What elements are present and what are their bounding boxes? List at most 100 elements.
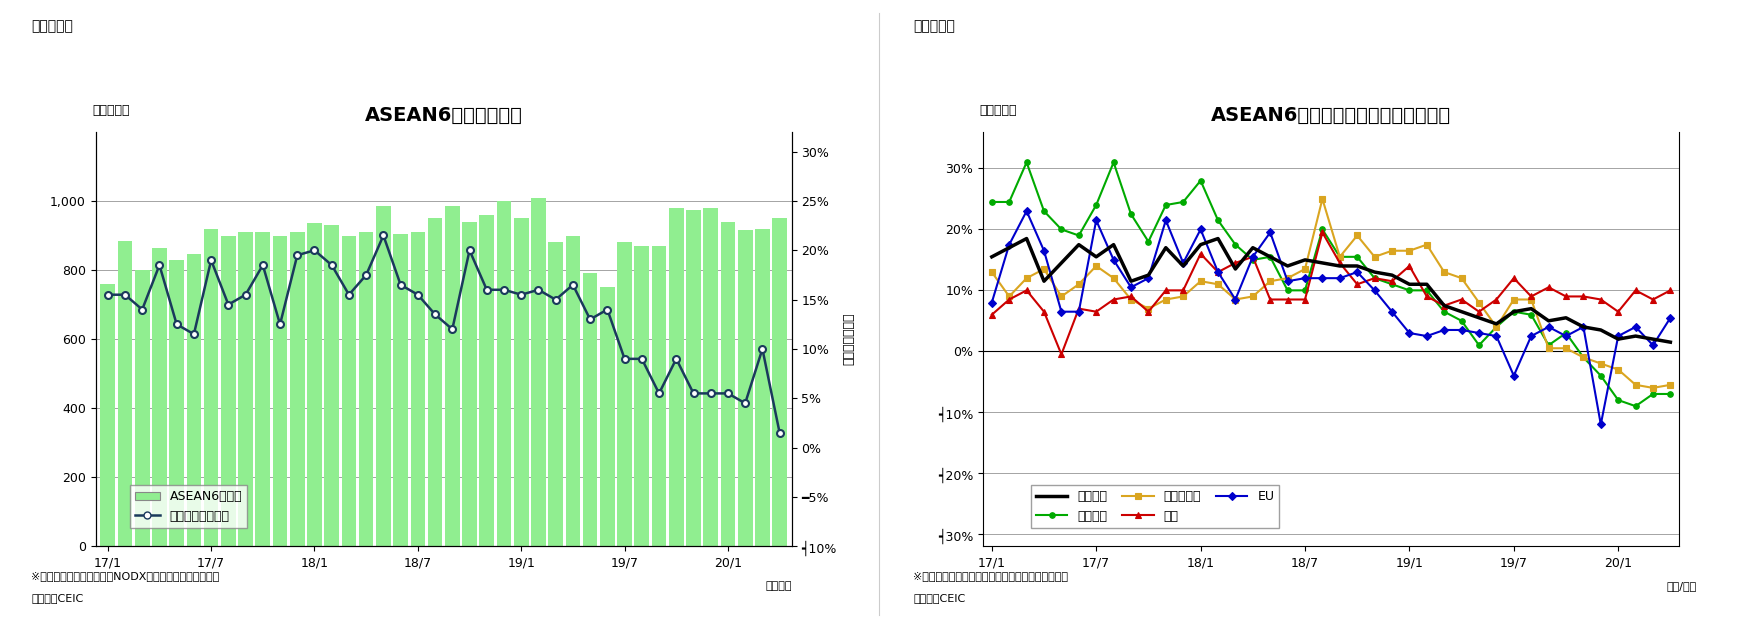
東南アジア bbox=[1572, 354, 1593, 361]
東南アジア bbox=[1259, 278, 1280, 285]
東アジア bbox=[1155, 201, 1176, 208]
東アジア bbox=[1485, 323, 1506, 331]
Bar bbox=[496, 201, 511, 546]
EU bbox=[1346, 268, 1367, 276]
東南アジア bbox=[1276, 274, 1297, 282]
Bar bbox=[548, 242, 563, 546]
輸出全体 bbox=[1520, 305, 1541, 312]
輸出全体 bbox=[1033, 278, 1054, 285]
輸出全体 bbox=[1294, 256, 1315, 264]
EU bbox=[1363, 286, 1384, 294]
北米 bbox=[1537, 283, 1558, 291]
輸出全体 bbox=[1085, 253, 1106, 261]
Bar bbox=[583, 273, 596, 546]
東アジア bbox=[1329, 253, 1349, 261]
Bar bbox=[755, 229, 769, 546]
北米 bbox=[1050, 350, 1071, 358]
東南アジア bbox=[1381, 247, 1402, 254]
東アジア bbox=[1363, 274, 1384, 282]
北米 bbox=[1485, 296, 1506, 303]
北米 bbox=[1416, 293, 1436, 300]
東アジア bbox=[1398, 286, 1419, 294]
東アジア bbox=[1050, 225, 1071, 233]
EU bbox=[1016, 207, 1036, 215]
Bar bbox=[737, 230, 751, 546]
Legend: ASEAN6カ国計, 増加率（右目盛）: ASEAN6カ国計, 増加率（右目盛） bbox=[130, 485, 247, 528]
東アジア bbox=[1346, 253, 1367, 261]
Bar bbox=[463, 222, 476, 546]
東南アジア bbox=[1450, 274, 1471, 282]
Bar bbox=[273, 236, 287, 546]
Line: 北米: 北米 bbox=[988, 230, 1673, 357]
Bar bbox=[118, 241, 132, 546]
Bar bbox=[513, 218, 529, 546]
Bar bbox=[238, 232, 252, 546]
EU bbox=[1050, 308, 1071, 315]
東アジア bbox=[1572, 354, 1593, 361]
東南アジア bbox=[1068, 281, 1089, 288]
Bar bbox=[151, 247, 167, 546]
輸出全体 bbox=[1485, 320, 1506, 328]
北米 bbox=[1329, 259, 1349, 267]
輸出全体 bbox=[1137, 271, 1158, 279]
輸出全体 bbox=[1589, 326, 1610, 333]
北米 bbox=[1207, 268, 1228, 276]
輸出全体 bbox=[1642, 335, 1662, 343]
輸出全体 bbox=[1016, 235, 1036, 242]
輸出全体 bbox=[1311, 259, 1332, 267]
輸出全体 bbox=[1207, 235, 1228, 242]
EU bbox=[1172, 259, 1193, 267]
EU bbox=[1555, 332, 1576, 340]
東南アジア bbox=[1659, 381, 1680, 389]
北米 bbox=[1450, 296, 1471, 303]
東南アジア bbox=[1589, 360, 1610, 367]
輸出全体 bbox=[1172, 263, 1193, 270]
EU bbox=[1468, 329, 1489, 337]
EU bbox=[1624, 323, 1645, 331]
Bar bbox=[256, 232, 270, 546]
Text: （図表１）: （図表１） bbox=[31, 19, 73, 33]
輸出全体 bbox=[1189, 241, 1210, 249]
東アジア bbox=[1242, 256, 1263, 264]
輸出全体 bbox=[1259, 253, 1280, 261]
東アジア bbox=[1659, 390, 1680, 398]
輸出全体 bbox=[1329, 263, 1349, 270]
Text: ※インドネシアは非石油ガス輸出のデータを使用。: ※インドネシアは非石油ガス輸出のデータを使用。 bbox=[913, 571, 1068, 582]
北米 bbox=[1381, 278, 1402, 285]
Bar bbox=[410, 232, 424, 546]
EU bbox=[981, 299, 1002, 306]
北米 bbox=[1242, 253, 1263, 261]
輸出全体 bbox=[1224, 265, 1245, 273]
北米 bbox=[1555, 293, 1576, 300]
輸出全体 bbox=[1659, 338, 1680, 346]
北米 bbox=[1033, 308, 1054, 315]
東アジア bbox=[1468, 342, 1489, 349]
東アジア bbox=[1085, 201, 1106, 208]
北米 bbox=[981, 311, 1002, 318]
輸出全体 bbox=[1416, 281, 1436, 288]
輸出全体 bbox=[1398, 281, 1419, 288]
北米 bbox=[1363, 274, 1384, 282]
Text: （資料）CEIC: （資料）CEIC bbox=[913, 593, 965, 604]
北米 bbox=[1589, 296, 1610, 303]
Bar bbox=[480, 215, 494, 546]
Line: 東南アジア: 東南アジア bbox=[988, 196, 1673, 391]
東アジア bbox=[1624, 403, 1645, 410]
東アジア bbox=[1276, 286, 1297, 294]
輸出全体 bbox=[1120, 278, 1141, 285]
東南アジア bbox=[1103, 274, 1123, 282]
東南アジア bbox=[1120, 296, 1141, 303]
EU bbox=[1311, 274, 1332, 282]
東アジア bbox=[1433, 308, 1454, 315]
東アジア bbox=[1520, 311, 1541, 318]
東南アジア bbox=[1155, 296, 1176, 303]
東アジア bbox=[998, 198, 1019, 206]
輸出全体 bbox=[1381, 271, 1402, 279]
Bar bbox=[685, 210, 701, 546]
北米 bbox=[1520, 293, 1541, 300]
東アジア bbox=[1033, 207, 1054, 215]
EU bbox=[1485, 332, 1506, 340]
EU bbox=[1537, 323, 1558, 331]
EU bbox=[1329, 274, 1349, 282]
東アジア bbox=[1016, 159, 1036, 166]
